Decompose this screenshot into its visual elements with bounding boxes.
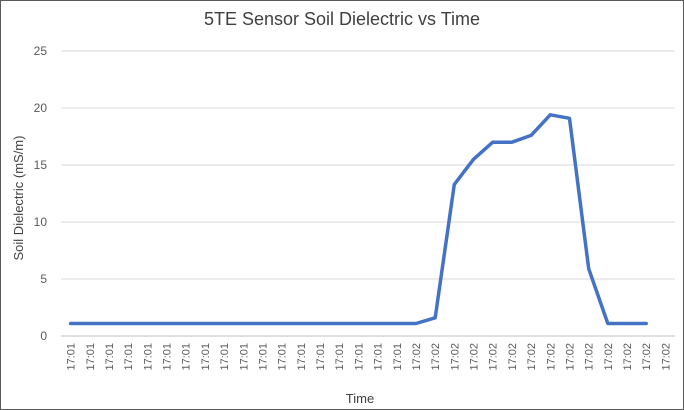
x-tick-label: 17:02 bbox=[622, 343, 634, 371]
x-tick-label: 17:02 bbox=[564, 343, 576, 371]
x-tick-label: 17:02 bbox=[488, 343, 500, 371]
x-tick-label: 17:01 bbox=[392, 343, 404, 371]
x-tick-label: 17:01 bbox=[277, 343, 289, 371]
y-tick-label: 20 bbox=[34, 101, 48, 115]
y-tick-label: 10 bbox=[34, 215, 48, 229]
y-tick-labels: 0 5 10 15 20 25 bbox=[34, 44, 48, 343]
x-tick-label: 17:02 bbox=[641, 343, 653, 371]
x-tick-label: 17:02 bbox=[507, 343, 519, 371]
x-tick-label: 17:01 bbox=[257, 343, 269, 371]
gridlines bbox=[61, 50, 675, 337]
x-tick-label: 17:01 bbox=[123, 343, 135, 371]
x-tick-label: 17:02 bbox=[469, 343, 481, 371]
series-layer bbox=[68, 113, 648, 326]
x-tick-label: 17:01 bbox=[334, 343, 346, 371]
y-tick-label: 25 bbox=[34, 44, 48, 58]
x-tick-label: 17:01 bbox=[85, 343, 97, 371]
x-tick-label: 17:01 bbox=[181, 343, 193, 371]
series-line bbox=[68, 113, 648, 326]
x-tick-label: 17:02 bbox=[411, 343, 423, 371]
x-tick-label: 17:01 bbox=[66, 343, 78, 371]
x-tick-label: 17:01 bbox=[219, 343, 231, 371]
y-axis-label: Soil Dielectric (mS/m) bbox=[11, 136, 26, 261]
x-tick-label: 17:01 bbox=[373, 343, 385, 371]
x-tick-label: 17:02 bbox=[449, 343, 461, 371]
x-tick-label: 17:01 bbox=[315, 343, 327, 371]
x-tick-label: 17:02 bbox=[584, 343, 596, 371]
x-axis-label: Time bbox=[346, 391, 374, 406]
x-tick-labels: 17:01 17:01 17:01 17:01 17:01 17:01 17:01 17:01… bbox=[66, 343, 673, 371]
x-tick-label: 17:01 bbox=[296, 343, 308, 371]
x-tick-label: 17:01 bbox=[353, 343, 365, 371]
y-tick-label: 5 bbox=[40, 272, 47, 286]
x-tick-label: 17:02 bbox=[660, 343, 672, 371]
x-tick-label: 17:01 bbox=[142, 343, 154, 371]
x-tick-label: 17:02 bbox=[545, 343, 557, 371]
x-tick-label: 17:02 bbox=[430, 343, 442, 371]
x-tick-label: 17:01 bbox=[238, 343, 250, 371]
chart-title: 5TE Sensor Soil Dielectric vs Time bbox=[204, 9, 480, 29]
x-tick-label: 17:01 bbox=[162, 343, 174, 371]
x-tick-label: 17:01 bbox=[104, 343, 116, 371]
y-tick-label: 15 bbox=[34, 158, 48, 172]
y-tick-label: 0 bbox=[40, 329, 47, 343]
x-tick-label: 17:02 bbox=[526, 343, 538, 371]
x-tick-label: 17:01 bbox=[200, 343, 212, 371]
x-tick-label: 17:02 bbox=[603, 343, 615, 371]
